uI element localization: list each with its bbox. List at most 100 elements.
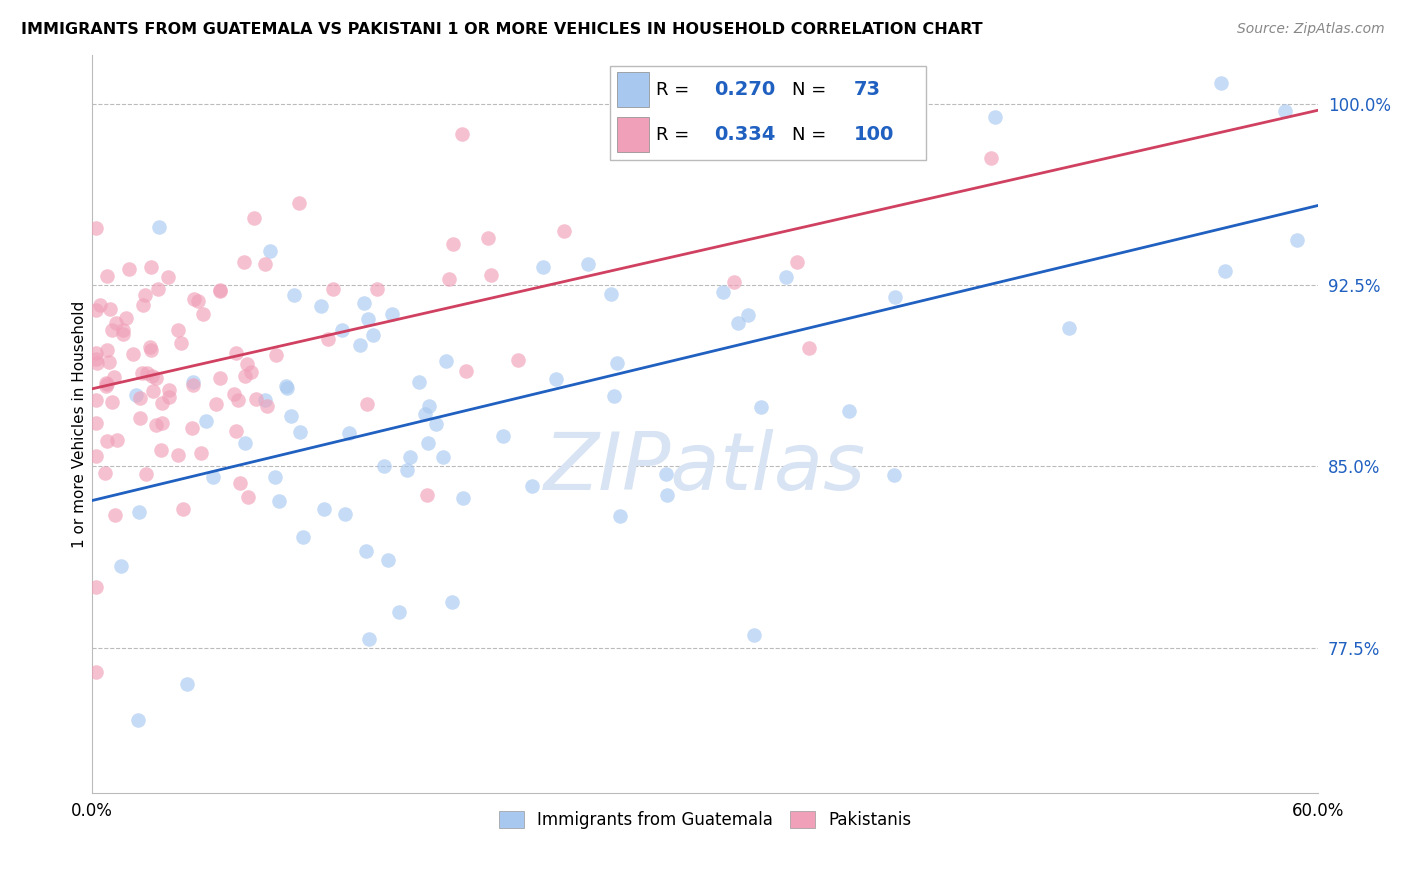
Point bbox=[233, 436, 256, 450]
Point bbox=[84, 416, 107, 430]
Point bbox=[150, 416, 173, 430]
Point bbox=[280, 409, 302, 423]
Y-axis label: 1 or more Vehicles in Household: 1 or more Vehicles in Household bbox=[72, 301, 87, 548]
Point bbox=[176, 677, 198, 691]
Point bbox=[366, 282, 388, 296]
Point bbox=[129, 391, 152, 405]
Point bbox=[276, 381, 298, 395]
Point bbox=[110, 559, 132, 574]
Point bbox=[737, 308, 759, 322]
Point bbox=[264, 470, 287, 484]
Point bbox=[381, 307, 404, 321]
Point bbox=[170, 335, 193, 350]
Point bbox=[127, 713, 149, 727]
Point bbox=[96, 434, 118, 448]
Point bbox=[450, 128, 472, 142]
Point bbox=[84, 449, 107, 463]
Point bbox=[437, 272, 460, 286]
Point bbox=[553, 224, 575, 238]
Point bbox=[135, 366, 157, 380]
Point bbox=[166, 448, 188, 462]
Point bbox=[749, 400, 772, 414]
Point bbox=[97, 355, 120, 369]
Point bbox=[418, 399, 440, 413]
Point bbox=[531, 260, 554, 274]
Point bbox=[838, 403, 860, 417]
Point bbox=[104, 508, 127, 522]
Point bbox=[238, 490, 260, 504]
Point bbox=[101, 323, 124, 337]
Point bbox=[359, 632, 381, 647]
Point bbox=[157, 390, 180, 404]
Text: ZIPatlas: ZIPatlas bbox=[544, 429, 866, 508]
Point bbox=[112, 323, 135, 337]
Point bbox=[576, 257, 599, 271]
Point bbox=[233, 369, 256, 384]
Point bbox=[201, 470, 224, 484]
Point bbox=[479, 268, 502, 283]
Point bbox=[797, 341, 820, 355]
Point bbox=[363, 327, 385, 342]
Point bbox=[191, 307, 214, 321]
Point bbox=[744, 628, 766, 642]
Point bbox=[172, 501, 194, 516]
Point bbox=[333, 507, 356, 521]
Point bbox=[373, 458, 395, 473]
Point bbox=[377, 552, 399, 566]
Point bbox=[655, 488, 678, 502]
Point bbox=[408, 375, 430, 389]
Point bbox=[253, 257, 276, 271]
Point bbox=[256, 399, 278, 413]
Point bbox=[183, 292, 205, 306]
Point bbox=[269, 494, 291, 508]
Point bbox=[84, 302, 107, 317]
Point bbox=[141, 343, 163, 357]
Point bbox=[413, 407, 436, 421]
Point bbox=[208, 283, 231, 297]
Point bbox=[222, 387, 245, 401]
Point bbox=[655, 467, 678, 482]
Point bbox=[786, 255, 808, 269]
Point bbox=[94, 378, 117, 392]
Point bbox=[314, 501, 336, 516]
Point bbox=[711, 285, 734, 299]
Point bbox=[416, 488, 439, 502]
Point bbox=[883, 290, 905, 304]
Point bbox=[194, 413, 217, 427]
Point bbox=[322, 283, 344, 297]
Point bbox=[84, 345, 107, 359]
Point bbox=[603, 389, 626, 403]
Point bbox=[187, 294, 209, 309]
Point bbox=[288, 425, 311, 440]
Point bbox=[225, 345, 247, 359]
Point bbox=[609, 508, 631, 523]
Point bbox=[112, 327, 135, 342]
Point bbox=[1285, 233, 1308, 247]
Point bbox=[114, 311, 136, 326]
Point bbox=[599, 286, 621, 301]
Point bbox=[905, 101, 928, 115]
Point bbox=[441, 595, 464, 609]
Point bbox=[240, 365, 263, 379]
Point bbox=[235, 357, 257, 371]
Point bbox=[96, 268, 118, 283]
Point bbox=[150, 396, 173, 410]
Point bbox=[492, 429, 515, 443]
Point bbox=[226, 392, 249, 407]
Point bbox=[441, 236, 464, 251]
Legend: Immigrants from Guatemala, Pakistanis: Immigrants from Guatemala, Pakistanis bbox=[492, 805, 918, 836]
Point bbox=[205, 397, 228, 411]
Text: Source: ZipAtlas.com: Source: ZipAtlas.com bbox=[1237, 22, 1385, 37]
Point bbox=[883, 467, 905, 482]
Point bbox=[1274, 103, 1296, 118]
Point bbox=[353, 296, 375, 310]
Point bbox=[453, 491, 475, 506]
Point bbox=[142, 384, 165, 398]
Point bbox=[292, 530, 315, 544]
Point bbox=[1057, 321, 1080, 335]
Point bbox=[337, 425, 360, 440]
Point bbox=[287, 196, 309, 211]
Point bbox=[984, 111, 1007, 125]
Point bbox=[349, 338, 371, 352]
Point bbox=[132, 298, 155, 312]
